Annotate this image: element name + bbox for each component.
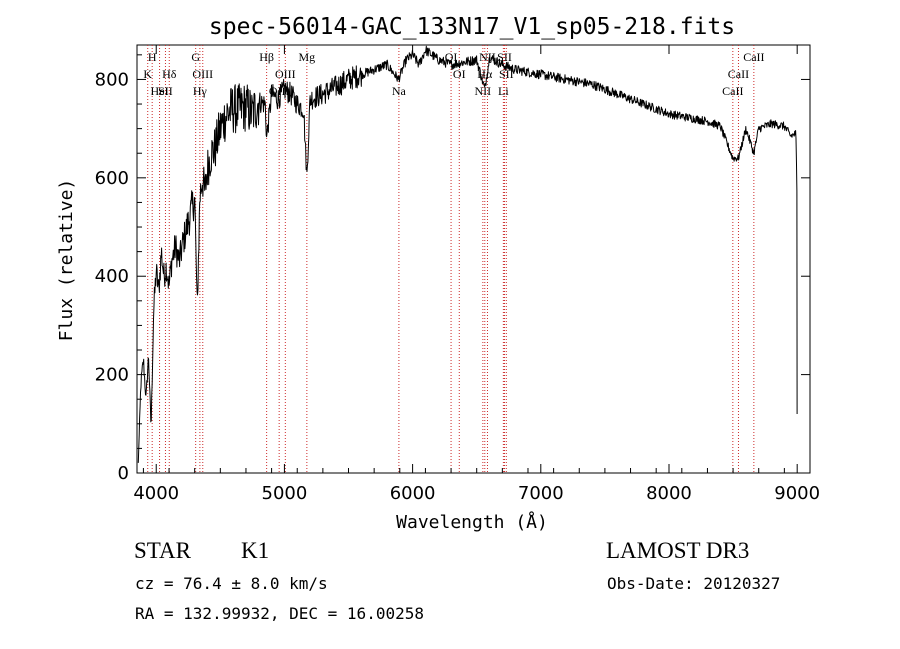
marker-label: OI	[453, 67, 466, 81]
marker-label: Mg	[299, 50, 316, 64]
x-tick-label: 7000	[518, 483, 564, 504]
y-tick-label: 600	[95, 168, 129, 189]
marker-label: Hγ	[193, 84, 208, 98]
chart-title: spec-56014-GAC_133N17_V1_sp05-218.fits	[209, 14, 735, 40]
x-tick-label: 5000	[262, 483, 308, 504]
marker-label: NII	[479, 50, 496, 64]
y-tick-label: 200	[95, 365, 129, 386]
marker-label: Na	[392, 84, 407, 98]
marker-labels: KHHeISIIHδGHγOIIIHβOIIIOIIIMgNaOIOINIIHα…	[143, 50, 764, 98]
marker-label: NII	[475, 84, 492, 98]
x-tick-label: 8000	[646, 483, 692, 504]
object-class: STAR	[134, 538, 191, 563]
x-axis: 4000 5000 6000 7000 8000 9000	[133, 45, 820, 504]
marker-label: OIII	[275, 67, 296, 81]
x-tick-label: 6000	[390, 483, 436, 504]
x-tick-label: 4000	[133, 483, 179, 504]
marker-label: CaII	[722, 84, 743, 98]
marker-label: G	[191, 50, 200, 64]
marker-label: CaII	[743, 50, 764, 64]
y-axis: 0 200 400 600 800	[95, 54, 810, 484]
y-tick-label: 0	[118, 463, 129, 484]
marker-label: CaII	[728, 67, 749, 81]
marker-lines	[147, 45, 755, 473]
subclass: K1	[241, 538, 270, 563]
redshift: cz = 76.4 ± 8.0 km/s	[135, 574, 328, 593]
spectrum-line	[137, 45, 798, 463]
marker-label: Hβ	[259, 50, 274, 64]
marker-label: OIII	[192, 67, 213, 81]
y-tick-label: 400	[95, 266, 129, 287]
spectrum-layer	[137, 45, 798, 463]
y-axis-label: Flux (relative)	[56, 179, 77, 342]
marker-label: SII	[497, 50, 512, 64]
marker-label: K	[143, 67, 152, 81]
marker-label: H	[148, 50, 157, 64]
plot-frame	[136, 44, 811, 474]
x-axis-label: Wavelength (Å)	[396, 511, 548, 533]
x-tick-label: 9000	[774, 483, 820, 504]
marker-label: HeI	[151, 84, 169, 98]
marker-label: Li	[498, 84, 509, 98]
coordinates: RA = 132.99932, DEC = 16.00258	[135, 604, 424, 623]
y-tick-label: 800	[95, 69, 129, 90]
survey-name: LAMOST DR3	[606, 538, 750, 563]
marker-label: Hδ	[162, 67, 177, 81]
obs-date: Obs-Date: 20120327	[607, 574, 781, 593]
marker-label: SII	[158, 84, 173, 98]
